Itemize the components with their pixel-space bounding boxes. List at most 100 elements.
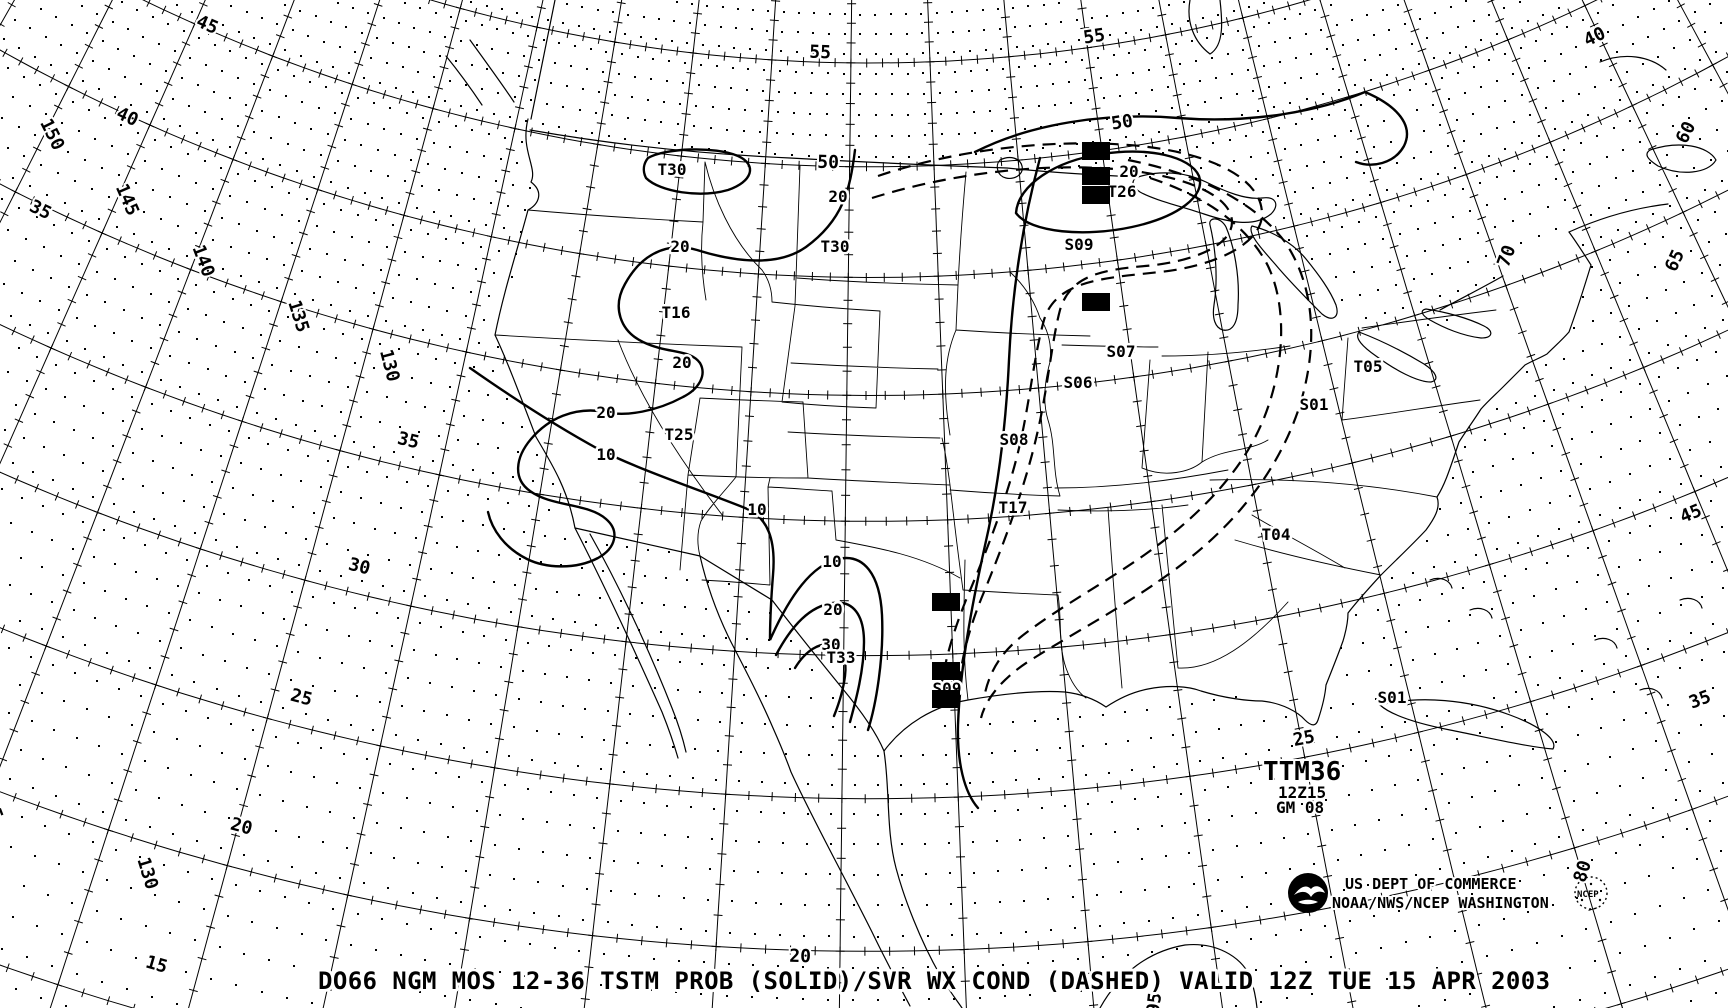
boxed-value-text: 02 [1087,143,1105,161]
lon-line-150w [0,0,113,224]
contour-label-20: 20 [823,600,842,619]
contour-solid [468,366,884,732]
branding: US DEPT OF COMMERCE NOAA/NWS/NCEP WASHIN… [1288,873,1608,914]
ncep-seal-text: NCEP [1577,890,1599,900]
lon-line-125w [322,0,544,1008]
contour-label-20: 20 [1119,162,1138,181]
caribbean-islands [1099,577,1703,1008]
mexico-coast [574,527,963,1008]
contour-solid [1014,150,1202,234]
latitude-label-15: 15 [143,952,170,978]
noaa-seagull-icon [1288,873,1328,913]
lat-line-30 [0,471,1728,657]
latitude-label-50: 50 [1110,111,1135,135]
boxed-value-label-08: 08 [1082,186,1110,205]
state-borders [494,161,1497,701]
contour-label-10: 10 [822,552,841,571]
contour-label-20: 20 [670,237,689,256]
ncep-seal-icon: NCEP [1574,876,1608,910]
contour-label-S06: S06 [1064,373,1093,392]
product-cycle: 12Z15 [1278,783,1326,802]
contour-label-T30: T30 [821,237,850,256]
contour-label-T05: T05 [1354,357,1383,376]
boxed-value-text: 08 [937,663,955,681]
contour-solid [774,601,866,724]
boxed-value-label-08: 08 [932,662,960,681]
contour-label-10: 10 [596,445,615,464]
contour-label-20: 20 [828,187,847,206]
latitude-label-35: 35 [395,428,421,453]
contour-solid [956,156,1042,810]
contour-label-20: 20 [596,403,615,422]
boxed-value-text: 06 [1087,168,1105,186]
contour-label-T17: T17 [999,498,1028,517]
lon-line-95w [1003,0,1095,1008]
lon-line-130w [188,0,463,1008]
contour-label-S01: S01 [1378,688,1407,707]
latitude-label-40: 40 [113,103,141,131]
lat-line-50 [142,0,1598,168]
great-lakes [996,156,1492,383]
latitude-label-20: 20 [789,946,811,968]
canada-coast [445,0,1717,311]
lat-line-20 [0,791,1728,952]
longitude-label-135: 135 [283,298,313,335]
contour-label-T26: T26 [1108,182,1137,201]
latitude-label-35: 35 [26,196,55,224]
lon-line-65w [1490,0,1728,573]
contour-label-T33: T33 [827,648,856,667]
contour-dashed [871,166,1234,697]
latitude-label-45: 45 [193,11,221,39]
longitude-label-135: 135 [0,785,7,823]
contour-solid [642,148,752,195]
lon-line-75w [1319,0,1623,1008]
boxed-value-text: 08 [1087,294,1105,312]
longitude-label-145: 145 [111,181,143,219]
lon-line-105w [838,0,853,1008]
boxed-value-label-02: 02 [1082,142,1110,161]
basemap-outlines [445,0,1717,1008]
contour-label-T16: T16 [662,303,691,322]
lat-line-15 [0,964,1728,1008]
latitude-label-55: 55 [809,42,831,64]
boxed-value-text: 08 [1087,187,1105,205]
us-coastline [494,118,1592,752]
lon-line-80w [1237,0,1487,1008]
contour-label-20: 20 [672,353,691,372]
longitude-label-150: 150 [35,115,68,153]
boxed-value-label-08: 08 [932,690,960,709]
latitude-label-30: 30 [346,554,372,580]
lon-line-110w [711,0,777,1008]
chart-value-labels: 45 40 150 35 145 140 135 130 35 30 25 135 20 130 15 55 5… [0,9,1716,1008]
contour-solid [486,148,857,568]
agency-line2: NOAA/NWS/NCEP WASHINGTON [1332,894,1549,912]
longitude-label-70: 70 [1493,242,1520,270]
product-grid: GM 08 [1276,798,1324,817]
lon-line-100w [927,0,967,1008]
contour-dashed [979,158,1313,719]
contour-label-10: 10 [747,500,766,519]
boxed-value-label-06: 06 [932,593,960,612]
latitude-label-50: 50 [817,152,839,174]
contour-label-S09: S09 [1065,235,1094,254]
svr-wx-dashed-contours [871,142,1313,719]
chart-title: DO66 NGM MOS 12-36 TSTM PROB (SOLID)/SVR… [318,967,1551,995]
longitude-label-65: 65 [1661,246,1689,274]
latitude-label-35: 35 [1686,686,1714,713]
longitude-label-130: 130 [375,347,404,384]
contour-solid [793,643,847,718]
contour-label-T30: T30 [658,160,687,179]
latitude-label-25: 25 [288,685,314,711]
boxed-value-label-06: 06 [1082,167,1110,186]
contour-solid [973,90,1409,166]
product-id: TTM36 [1263,757,1341,787]
agency-line1: US DEPT OF COMMERCE [1345,875,1517,893]
lon-line-145w [0,0,206,465]
lon-line-85w [1158,0,1354,1008]
boxed-value-label-08: 08 [1082,293,1110,312]
